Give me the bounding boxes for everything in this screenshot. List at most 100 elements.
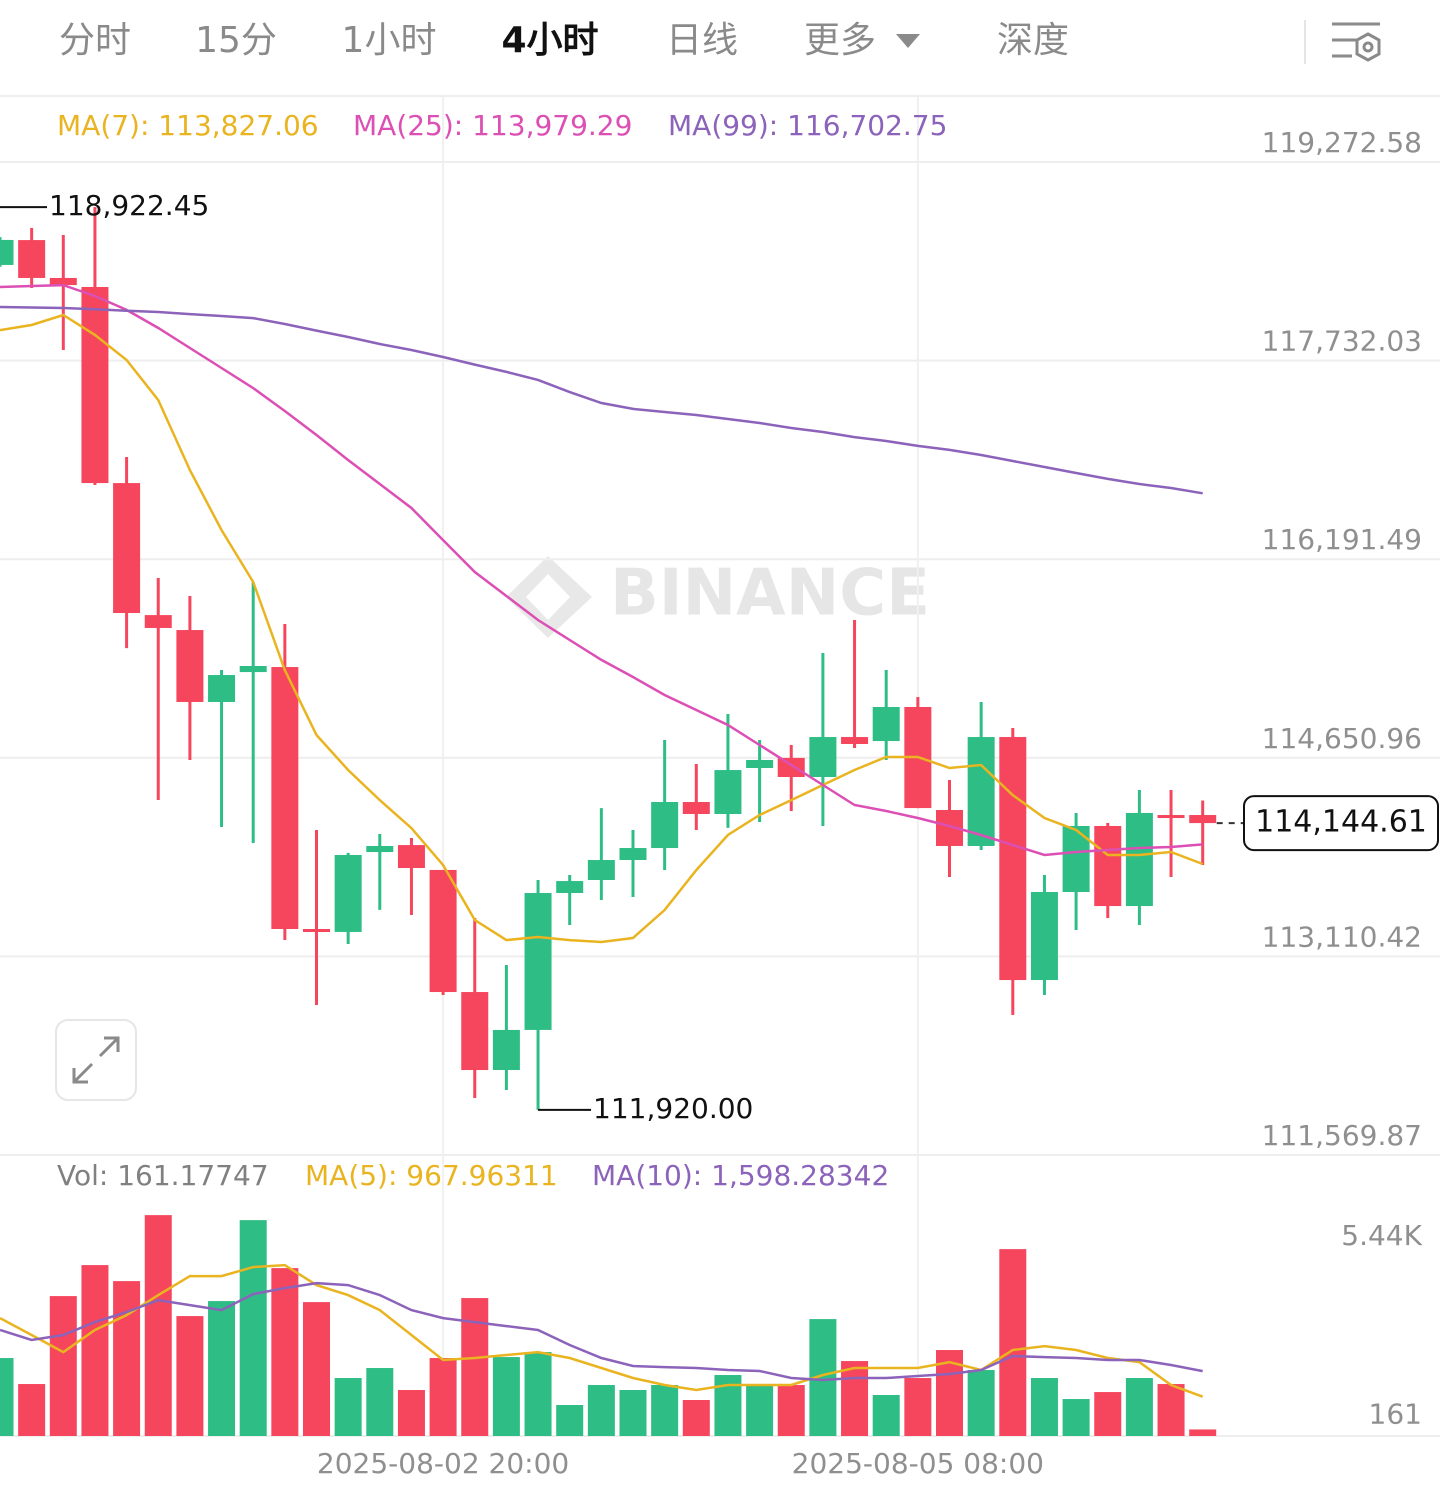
tab[interactable]: 分时 [59,20,131,61]
candle-body [1030,891,1058,981]
x-tick-label: 2025-08-02 20:00 [317,1447,569,1480]
volume-bar [872,1395,900,1436]
plot: 2025-08-02 20:00 2025-08-05 08:00 111,569.… [0,97,1440,1480]
legend-entry: MA(7): 113,827.06 [57,109,319,142]
candle-body [366,845,394,853]
y-tick-label: 114,650.96 [1262,722,1422,755]
volume-bar [239,1220,267,1436]
interval-tabs: 分时 15分 1小时 4小时 日线 更多 深度 [59,20,1069,61]
volume-bar [429,1358,457,1436]
volume-bar [1094,1392,1122,1436]
candle-body [524,893,552,1030]
volume-bar [1030,1378,1058,1436]
candle-body [1094,825,1122,907]
volume-bar [461,1298,489,1436]
volume-bar [81,1265,109,1436]
watermark-text: BINANCE [610,557,930,631]
candle-body [303,928,330,932]
candle-body [397,845,425,869]
candle-body [18,240,46,278]
volume-bar [0,1358,14,1436]
volume-bar [18,1384,46,1436]
volume-bar [524,1352,552,1436]
volume-bar [492,1357,520,1436]
candle-body [841,737,869,744]
y-tick-label: 117,732.03 [1262,325,1422,358]
legend-entry: MA(10): 1,598.28342 [592,1159,889,1192]
volume-bar [651,1385,679,1436]
volume-bar [619,1390,647,1436]
expand-button[interactable] [55,1019,137,1101]
settings-icon[interactable] [1332,22,1381,62]
volume-bar [777,1385,805,1436]
candle-body [587,860,615,881]
candle-body [1125,812,1153,907]
tab[interactable]: 1小时 [342,20,437,61]
volume-bar [587,1385,615,1436]
volume-bar [271,1268,299,1436]
volume-bar [967,1370,995,1436]
candle-body [334,854,362,932]
low-label: 111,920.00 [593,1092,753,1125]
candle-body [239,666,267,673]
volume-bar [1062,1399,1090,1436]
y-tick-label: 113,110.42 [1262,920,1422,953]
volume-bar [841,1361,869,1436]
candle-body [809,737,837,778]
volume-bar [1189,1429,1217,1436]
last-price-box [1243,795,1439,852]
candle-body [556,881,584,894]
candle-body [208,675,236,702]
volume-bar [397,1390,425,1436]
tab[interactable]: 日线 [666,20,738,61]
volume-bar [176,1316,204,1436]
ma-line [0,305,1203,495]
tab[interactable]: 深度 [997,20,1069,61]
candle-body [0,239,14,265]
candle-body [651,802,679,849]
candle-body [144,615,172,628]
volume-title: Vol: 161.17747 [57,1159,269,1192]
candle-body [113,483,141,614]
y-tick-label: 119,272.58 [1262,126,1422,159]
volume-bar [746,1385,774,1436]
watermark: BINANCE [506,556,930,638]
candle-body [461,992,489,1071]
candle-body [967,737,995,846]
y-tick-label: 111,569.87 [1262,1119,1422,1152]
candle-body [714,770,742,815]
candle-body [429,869,457,993]
y-tick-label: 161 [1369,1397,1422,1430]
legend-entry: MA(5): 967.96311 [305,1159,558,1192]
candle-body [492,1029,520,1071]
volume-bar [208,1301,236,1436]
tab[interactable]: 更多 [804,20,876,61]
candle-body [49,277,77,286]
candle-body [746,759,774,768]
volume-bar [366,1368,394,1436]
volume-bar [1125,1378,1153,1436]
x-tick-label: 2025-08-05 08:00 [792,1447,1044,1480]
dropdown-arrow[interactable] [896,34,920,48]
tab[interactable]: 4小时 [501,20,598,61]
volume-bar [999,1249,1027,1436]
ma-line [0,1281,1203,1382]
volume-bar [303,1302,330,1436]
volume-bar [113,1281,141,1436]
volume-bar [334,1378,362,1436]
legend-entry: MA(99): 116,702.75 [668,109,947,142]
candle-body [81,286,109,484]
candle-body [176,630,204,702]
volume-bar [904,1378,932,1436]
legend-entry: MA(25): 113,979.29 [353,109,632,142]
candle-body [619,848,647,861]
volume-bar [144,1215,172,1436]
high-label: 118,922.45 [49,189,209,222]
y-tick-label: 116,191.49 [1262,523,1422,556]
tab[interactable]: 15分 [195,20,277,61]
volume-bar [1157,1384,1185,1436]
volume-bar [556,1405,584,1436]
candle-body [271,667,299,929]
